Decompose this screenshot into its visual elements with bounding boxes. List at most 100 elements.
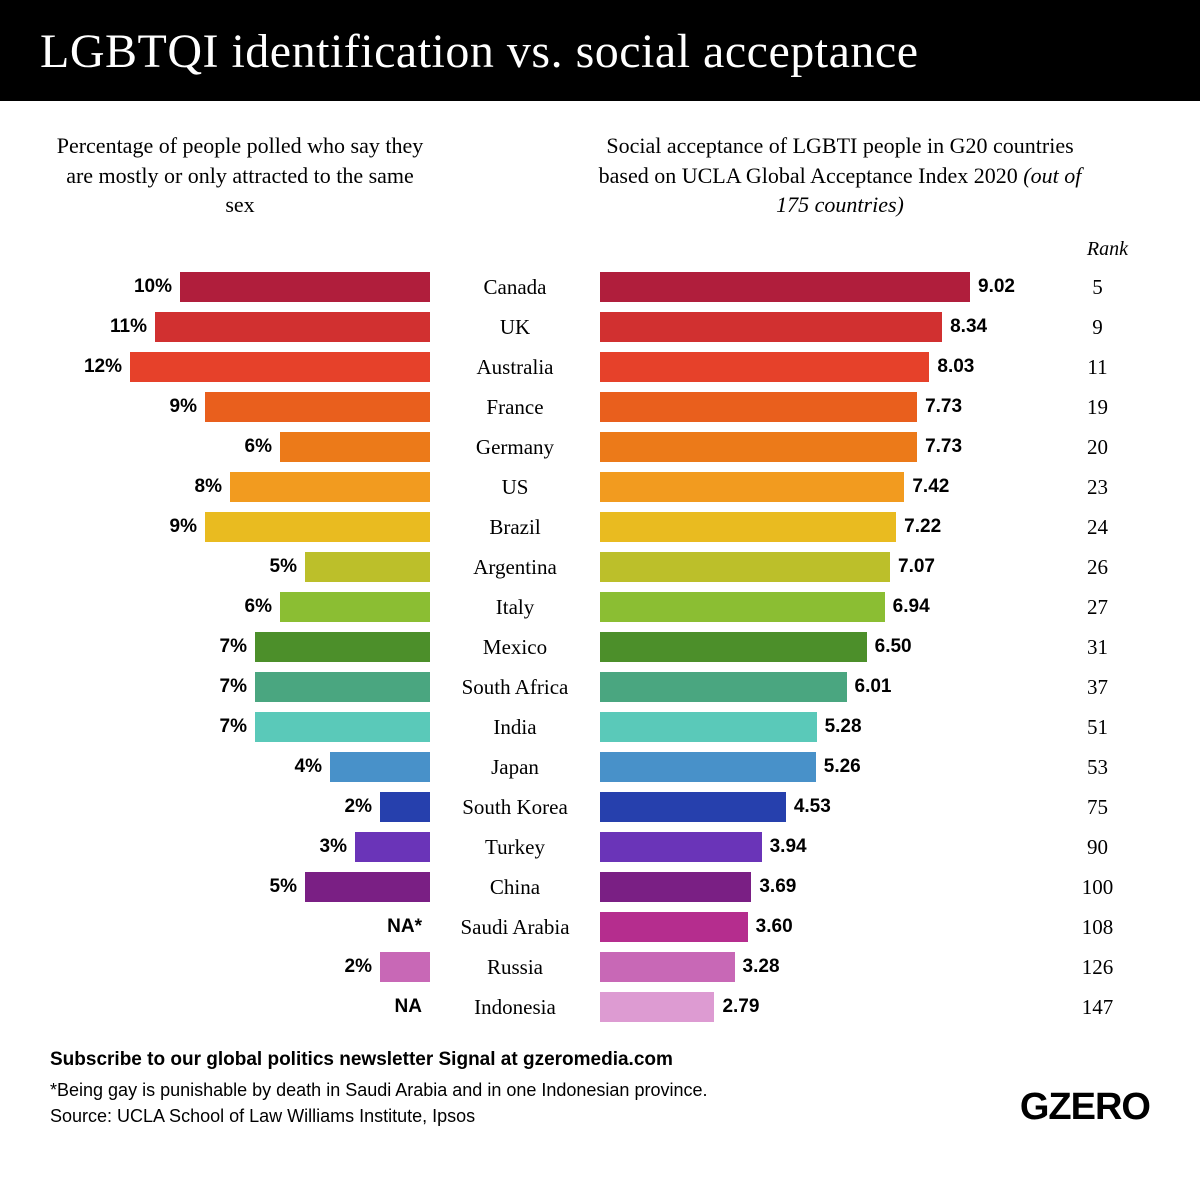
country-label: France — [430, 395, 600, 420]
country-label: Italy — [430, 595, 600, 620]
left-col: 11% — [50, 312, 430, 342]
right-value-label: 5.26 — [824, 756, 861, 778]
right-col: 6.50 — [600, 632, 1050, 662]
country-label: Saudi Arabia — [430, 915, 600, 940]
right-col: 6.94 — [600, 592, 1050, 622]
chart-row: NAIndonesia2.79147 — [50, 987, 1150, 1027]
right-value-label: 4.53 — [794, 796, 831, 818]
chart-row: 8%US7.4223 — [50, 467, 1150, 507]
country-label: South Africa — [430, 675, 600, 700]
rank-value: 20 — [1050, 435, 1145, 460]
left-value-label: 2% — [345, 796, 372, 818]
left-value-label: 5% — [270, 876, 297, 898]
left-value-label: 3% — [320, 836, 347, 858]
chart-row: 5%Argentina7.0726 — [50, 547, 1150, 587]
chart-row: 11%UK8.349 — [50, 307, 1150, 347]
left-col: NA — [50, 996, 430, 1018]
left-bar — [255, 712, 430, 742]
rank-value: 37 — [1050, 675, 1145, 700]
left-value-label: 10% — [134, 276, 172, 298]
country-label: Turkey — [430, 835, 600, 860]
chart-row: 2%Russia3.28126 — [50, 947, 1150, 987]
left-bar — [280, 432, 430, 462]
content-area: Percentage of people polled who say they… — [0, 101, 1200, 1149]
chart-row: 2%South Korea4.5375 — [50, 787, 1150, 827]
left-value-label: 6% — [245, 596, 272, 618]
right-col: 2.79 — [600, 992, 1050, 1022]
right-bar — [600, 512, 896, 542]
left-bar — [255, 672, 430, 702]
rank-value: 11 — [1050, 355, 1145, 380]
rank-value: 24 — [1050, 515, 1145, 540]
left-value-label: 5% — [270, 556, 297, 578]
rank-value: 108 — [1050, 915, 1145, 940]
rank-value: 31 — [1050, 635, 1145, 660]
footer: Subscribe to our global politics newslet… — [50, 1049, 1150, 1129]
chart-row: 12%Australia8.0311 — [50, 347, 1150, 387]
rank-value: 53 — [1050, 755, 1145, 780]
right-bar — [600, 832, 762, 862]
rank-value: 26 — [1050, 555, 1145, 580]
page-title: LGBTQI identification vs. social accepta… — [40, 24, 1160, 79]
country-label: Argentina — [430, 555, 600, 580]
left-bar — [305, 552, 430, 582]
right-value-label: 7.42 — [912, 476, 949, 498]
rank-value: 126 — [1050, 955, 1145, 980]
left-value-label: 12% — [84, 356, 122, 378]
left-bar — [330, 752, 430, 782]
left-bar — [180, 272, 430, 302]
rank-value: 90 — [1050, 835, 1145, 860]
left-value-label: 8% — [195, 476, 222, 498]
left-col: 10% — [50, 272, 430, 302]
left-bar — [280, 592, 430, 622]
right-value-label: 2.79 — [722, 996, 759, 1018]
left-value-label: 7% — [220, 636, 247, 658]
right-value-label: 8.03 — [937, 356, 974, 378]
right-value-label: 9.02 — [978, 276, 1015, 298]
right-value-label: 6.01 — [855, 676, 892, 698]
left-col: 6% — [50, 592, 430, 622]
left-value-label: 6% — [245, 436, 272, 458]
left-bar — [205, 392, 430, 422]
right-value-label: 7.73 — [925, 436, 962, 458]
left-bar — [205, 512, 430, 542]
rank-value: 5 — [1050, 275, 1145, 300]
rank-value: 51 — [1050, 715, 1145, 740]
country-label: Canada — [430, 275, 600, 300]
left-col: 9% — [50, 392, 430, 422]
rank-value: 27 — [1050, 595, 1145, 620]
right-col: 5.26 — [600, 752, 1050, 782]
right-col: 7.22 — [600, 512, 1050, 542]
left-value-label: 9% — [170, 396, 197, 418]
right-value-label: 6.50 — [875, 636, 912, 658]
right-bar — [600, 992, 714, 1022]
subtitle-right-main: Social acceptance of LGBTI people in G20… — [599, 133, 1074, 188]
country-label: India — [430, 715, 600, 740]
left-value-label: NA — [395, 996, 422, 1018]
right-bar — [600, 552, 890, 582]
right-col: 7.42 — [600, 472, 1050, 502]
left-value-label: 4% — [295, 756, 322, 778]
right-value-label: 6.94 — [893, 596, 930, 618]
subtitle-left: Percentage of people polled who say they… — [50, 131, 430, 220]
footer-subscribe: Subscribe to our global politics newslet… — [50, 1049, 1150, 1071]
right-col: 8.03 — [600, 352, 1050, 382]
chart-row: 6%Germany7.7320 — [50, 427, 1150, 467]
country-label: Indonesia — [430, 995, 600, 1020]
country-label: China — [430, 875, 600, 900]
title-bar: LGBTQI identification vs. social accepta… — [0, 0, 1200, 101]
left-col: 2% — [50, 952, 430, 982]
right-bar — [600, 312, 942, 342]
left-bar — [305, 872, 430, 902]
rank-value: 100 — [1050, 875, 1145, 900]
infographic-container: LGBTQI identification vs. social accepta… — [0, 0, 1200, 1149]
left-bar — [380, 952, 430, 982]
left-col: 7% — [50, 672, 430, 702]
left-bar — [230, 472, 430, 502]
right-bar — [600, 712, 817, 742]
chart-row: 7%India5.2851 — [50, 707, 1150, 747]
right-value-label: 5.28 — [825, 716, 862, 738]
footer-source: Source: UCLA School of Law Williams Inst… — [50, 1103, 707, 1129]
footer-info: *Being gay is punishable by death in Sau… — [50, 1077, 707, 1129]
right-col: 8.34 — [600, 312, 1050, 342]
